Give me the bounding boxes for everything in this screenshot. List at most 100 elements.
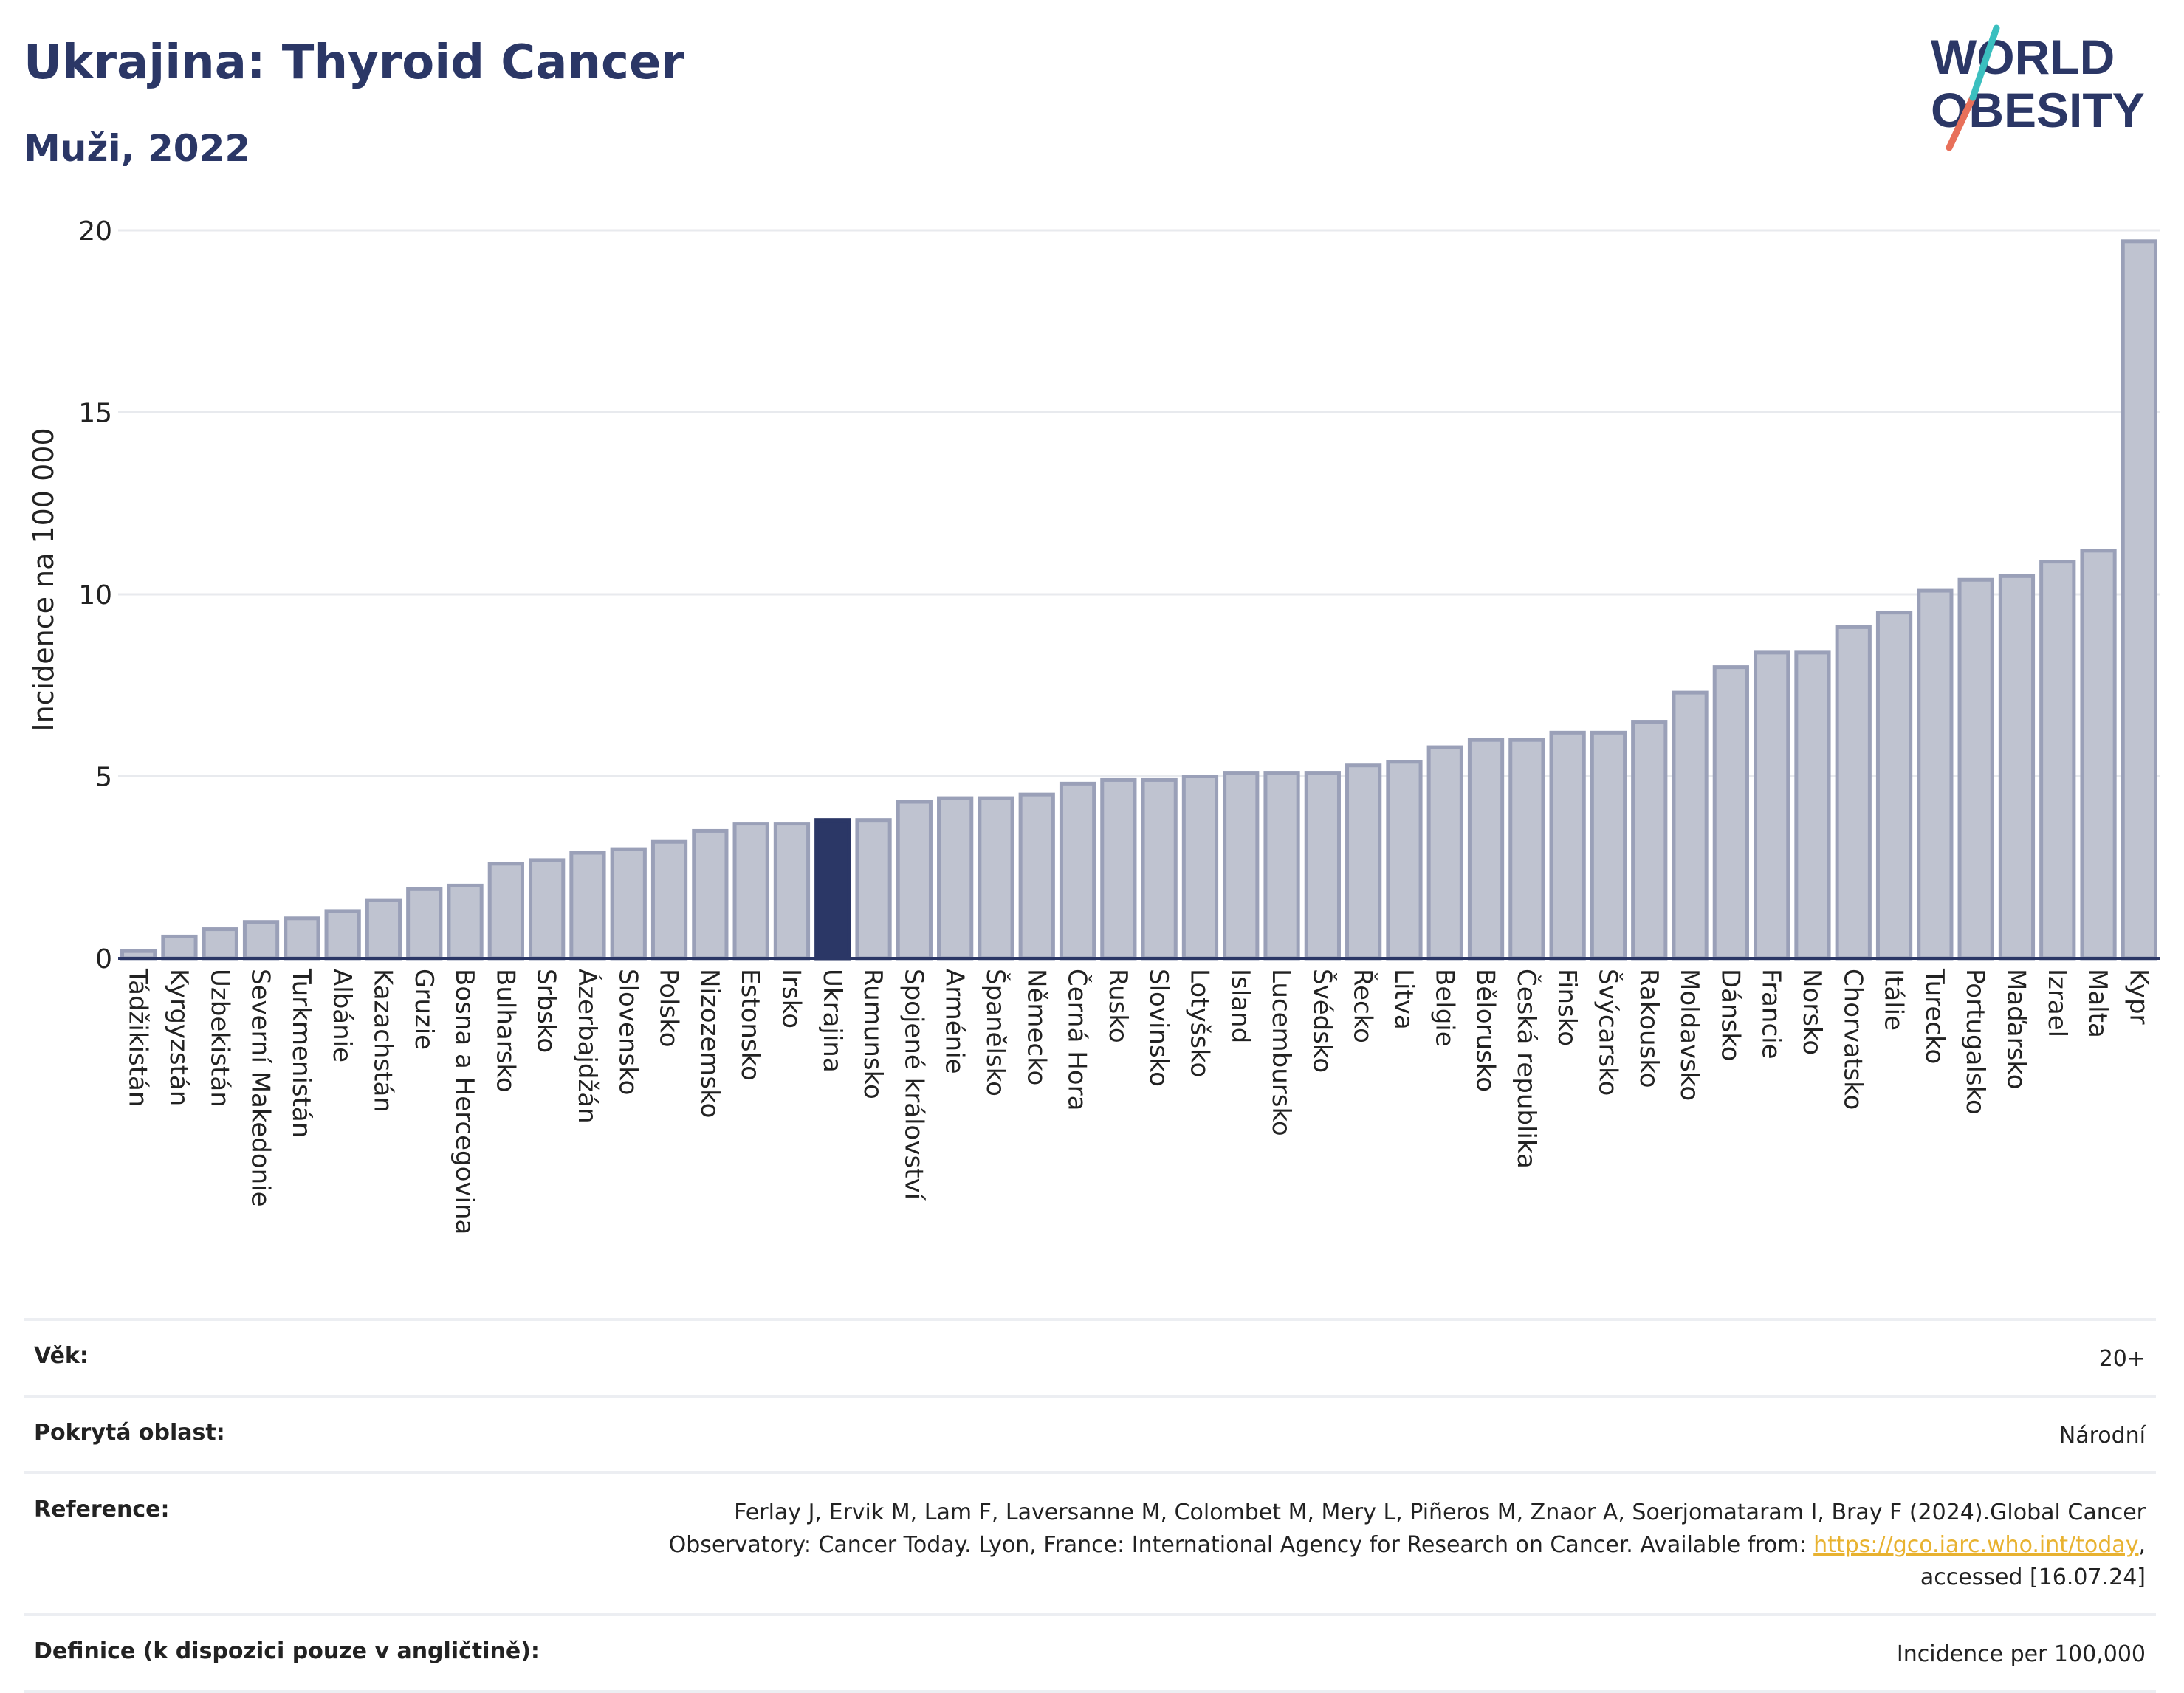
definition-value: Incidence per 100,000 bbox=[1896, 1641, 2146, 1667]
bar-43 bbox=[1875, 611, 1913, 961]
reference-value: Ferlay J, Ervik M, Lam F, Laversanne M, … bbox=[595, 1497, 2146, 1594]
age-label: Věk: bbox=[34, 1343, 89, 1369]
bar-35 bbox=[1549, 730, 1586, 961]
x-tick-label-44: Turecko bbox=[1920, 968, 1949, 1064]
logo-line1: WORLD bbox=[1931, 30, 2115, 84]
x-tick-label-46: Maďarsko bbox=[2001, 969, 2030, 1090]
bar-42 bbox=[1835, 625, 1872, 961]
x-tick-label-42: Chorvatsko bbox=[1838, 969, 1867, 1110]
x-tick-label-41: Norsko bbox=[1797, 969, 1827, 1055]
bar-14 bbox=[692, 828, 729, 961]
y-tick-label-1: 5 bbox=[95, 763, 112, 793]
x-tick-label-18: Rumunsko bbox=[858, 969, 887, 1099]
bar-22 bbox=[1018, 792, 1055, 961]
bar-24 bbox=[1100, 777, 1137, 961]
bar-1 bbox=[161, 934, 198, 961]
bar-41 bbox=[1794, 650, 1831, 961]
x-tick-label-27: Island bbox=[1226, 969, 1255, 1043]
x-tick-label-13: Polsko bbox=[654, 969, 684, 1048]
bar-21 bbox=[978, 796, 1014, 961]
page-title: Ukrajina: Thyroid Cancer bbox=[24, 35, 684, 90]
bar-39 bbox=[1712, 665, 1749, 961]
area-label: Pokrytá oblast: bbox=[34, 1420, 225, 1446]
bar-2 bbox=[202, 927, 238, 961]
x-tick-label-26: Lotyšsko bbox=[1184, 969, 1214, 1077]
info-row-area: Pokrytá oblast: Národní bbox=[24, 1395, 2156, 1471]
bar-23 bbox=[1059, 781, 1096, 961]
x-axis-ticks: Tádžikistán Kyrgyzstán Uzbekistán Severní M… bbox=[123, 968, 2154, 1234]
x-tick-label-2: Uzbekistán bbox=[205, 969, 234, 1108]
reference-accessed: , accessed [16.07.24] bbox=[1920, 1532, 2146, 1590]
bar-47 bbox=[2039, 560, 2076, 961]
reference-label: Reference: bbox=[34, 1497, 170, 1522]
x-tick-label-29: Švédsko bbox=[1307, 969, 1337, 1073]
logo-slash-lower bbox=[1946, 94, 1977, 151]
x-tick-label-14: Nizozemsko bbox=[695, 969, 724, 1118]
x-tick-label-25: Slovinsko bbox=[1144, 969, 1173, 1087]
bar-15 bbox=[732, 822, 769, 961]
info-table: Věk: 20+ Pokrytá oblast: Národní Referen… bbox=[24, 1318, 2156, 1693]
x-tick-label-16: Irsko bbox=[776, 969, 806, 1028]
info-row-age: Věk: 20+ bbox=[24, 1318, 2156, 1395]
bar-44 bbox=[1917, 588, 1954, 961]
x-tick-label-38: Moldavsko bbox=[1675, 969, 1704, 1101]
x-tick-label-11: Ázerbajdžán bbox=[572, 969, 602, 1124]
world-obesity-logo: WORLD OBESITY bbox=[1931, 24, 2145, 151]
bar-30 bbox=[1345, 763, 1382, 961]
x-tick-label-28: Lucembursko bbox=[1266, 969, 1296, 1136]
y-axis-ticks: 0 5 10 15 20 bbox=[78, 216, 112, 975]
info-row-reference: Reference: Ferlay J, Ervik M, Lam F, Lav… bbox=[24, 1471, 2156, 1613]
bar-29 bbox=[1304, 771, 1341, 961]
x-tick-label-12: Slovensko bbox=[613, 969, 642, 1095]
y-tick-label-0: 0 bbox=[95, 944, 112, 975]
bar-13 bbox=[650, 839, 688, 961]
bars bbox=[120, 239, 2157, 961]
x-tick-label-31: Litva bbox=[1389, 969, 1418, 1030]
bar-28 bbox=[1263, 771, 1300, 961]
x-tick-label-5: Albánie bbox=[327, 969, 357, 1062]
bar-12 bbox=[610, 847, 647, 961]
x-tick-label-22: Německo bbox=[1021, 969, 1051, 1085]
bar-38 bbox=[1672, 690, 1709, 961]
bar-11 bbox=[569, 851, 606, 961]
definition-label: Definice (k dispozici pouze v angličtině… bbox=[34, 1638, 540, 1664]
x-tick-label-4: Turkmenistán bbox=[286, 968, 316, 1138]
x-tick-label-3: Severní Makedonie bbox=[246, 969, 275, 1207]
area-value: Národní bbox=[2058, 1423, 2146, 1449]
x-tick-label-30: Řecko bbox=[1348, 969, 1378, 1043]
bar-25 bbox=[1141, 777, 1178, 961]
bar-5 bbox=[324, 909, 361, 961]
page-subtitle: Muži, 2022 bbox=[24, 127, 251, 170]
x-tick-label-48: Malta bbox=[2083, 969, 2112, 1038]
bar-26 bbox=[1181, 775, 1219, 961]
bar-27 bbox=[1223, 771, 1260, 961]
x-tick-label-10: Srbsko bbox=[532, 969, 561, 1053]
bar-48 bbox=[2080, 549, 2117, 961]
bar-31 bbox=[1386, 760, 1423, 961]
bar-16 bbox=[773, 822, 811, 961]
x-tick-label-1: Kyrgyzstán bbox=[164, 969, 193, 1106]
bar-33 bbox=[1467, 738, 1505, 961]
bar-4 bbox=[284, 916, 320, 961]
bar-49 bbox=[2121, 239, 2157, 961]
x-tick-label-17: Ukrajina bbox=[817, 969, 847, 1073]
x-tick-label-34: Česká republika bbox=[1511, 969, 1542, 1169]
x-tick-label-24: Rusko bbox=[1103, 969, 1133, 1043]
x-tick-label-39: Dánsko bbox=[1715, 969, 1745, 1062]
x-tick-label-43: Itálie bbox=[1879, 969, 1909, 1031]
info-row-definition: Definice (k dispozici pouze v angličtině… bbox=[24, 1613, 2156, 1693]
x-tick-label-36: Švýcarsko bbox=[1593, 969, 1623, 1096]
bar-46 bbox=[1998, 574, 2036, 961]
bar-32 bbox=[1426, 745, 1463, 961]
x-tick-label-32: Belgie bbox=[1429, 969, 1459, 1047]
x-tick-label-20: Arménie bbox=[940, 969, 969, 1074]
bar-40 bbox=[1754, 650, 1790, 961]
x-tick-label-0: Tádžikistán bbox=[123, 968, 153, 1107]
x-tick-label-37: Rakousko bbox=[1634, 969, 1663, 1088]
bar-9 bbox=[487, 862, 524, 961]
bar-19 bbox=[896, 800, 933, 961]
x-tick-label-7: Gruzie bbox=[409, 969, 439, 1050]
y-tick-label-3: 15 bbox=[78, 399, 112, 429]
reference-link[interactable]: https://gco.iarc.who.int/today bbox=[1813, 1532, 2139, 1558]
x-tick-label-6: Kazachstán bbox=[368, 969, 397, 1113]
